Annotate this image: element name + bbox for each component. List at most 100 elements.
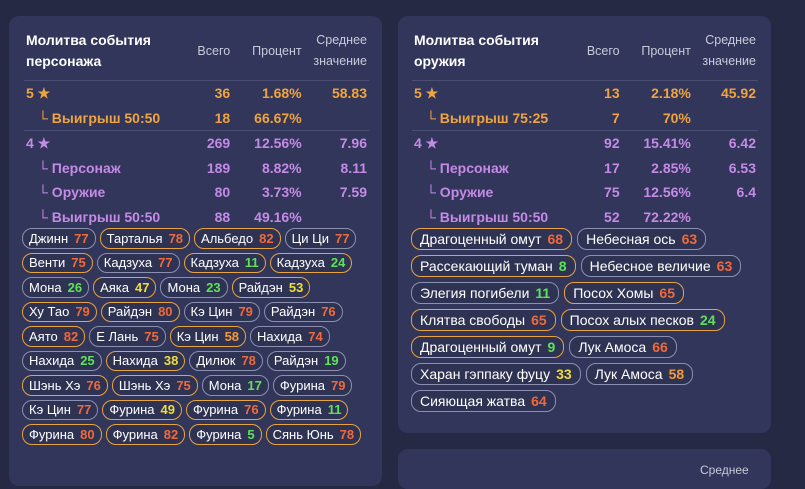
pull-chip[interactable]: Рассекающий туман 8 [411,255,576,277]
row-avg: 6.4 [736,184,756,201]
pull-chip[interactable]: Аято 82 [22,326,86,347]
pull-chip[interactable]: Нахида 25 [22,350,102,371]
pull-chip[interactable]: Фурина 11 [269,399,349,420]
card-title: Молитва события персонажа [24,30,180,81]
pull-chip[interactable]: Лук Амоса 58 [585,363,694,385]
pull-chip[interactable]: Харан гэппаку фуцу 33 [411,363,581,385]
pull-chip[interactable]: Мона 23 [160,277,228,298]
pull-chip-name: Ци Ци [291,230,329,246]
pull-chip[interactable]: Кадзуха 11 [183,252,266,273]
pull-chip-count: 5 [247,426,255,442]
pull-chip[interactable]: Кэ Цин 79 [183,301,260,322]
pull-chip[interactable]: Джинн 77 [22,228,96,249]
pull-chip-name: Нахида [29,353,75,369]
row-percent: 66.67% [254,109,302,126]
pull-chip[interactable]: Фурина 79 [272,375,353,396]
pull-chip[interactable]: Аяка 47 [93,277,157,298]
pull-chip[interactable]: Мона 17 [201,375,269,396]
weapon-stats-table: Молитва события оружия Всего Процент Сре… [412,30,758,229]
pull-chip[interactable]: Шэнь Хэ 75 [111,375,198,396]
pull-chip-name: Элегия погибели [420,285,530,301]
pull-chip-count: 74 [308,328,323,344]
pull-chip[interactable]: Нахида 38 [105,350,186,371]
character-pull-history: Джинн 77 Тарталья 78 Альбедо 82 Ци Ци 77 Венти 75… [22,228,377,445]
pull-chip[interactable]: Дилюк 78 [189,350,263,371]
pull-chip-count: 11 [535,285,551,301]
pull-chip[interactable]: Элегия погибели 11 [411,282,560,304]
pull-chip[interactable]: Фурина 76 [185,399,266,420]
pull-chip[interactable]: Драгоценный омут 68 [411,228,573,250]
pull-chip-count: 80 [80,426,95,442]
pull-chip[interactable]: Фурина 5 [189,424,262,445]
pull-chip[interactable]: Кадзуха 24 [269,252,353,273]
pull-chip-name: Рассекающий туман [420,258,553,274]
row-total: 80 [214,184,231,201]
pull-chip[interactable]: Фурина 80 [22,424,102,445]
row-avg [304,205,369,230]
pull-chip[interactable]: Ху Тао 79 [22,301,97,322]
pull-chip[interactable]: Нахида 74 [250,326,330,347]
weapon-pull-history: Драгоценный омут 68 Небесная ось 63 Рассекаю… [411,228,766,412]
row-percent: 2.85% [651,159,691,176]
character-stats-table: Молитва события персонажа Всего Процент … [24,30,369,229]
pull-chip-count: 65 [531,312,547,328]
pull-chip-name: Мона [167,279,201,295]
row-percent: 12.56% [232,130,304,156]
row-avg [693,106,758,131]
pull-chip-name: Кэ Цин [29,402,71,418]
pull-chip[interactable]: Фурина 82 [105,424,186,445]
pull-chip-name: Небесная ось [586,231,676,247]
stats-row: └ Выигрыш 50:50 88 49.16% [24,205,369,230]
stats-row: └ Персонаж 189 8.82% 8.11 [24,156,369,181]
row-total: 13 [604,85,620,102]
pull-chip-count: 76 [321,304,336,320]
pull-chip[interactable]: Мона 26 [22,277,90,298]
pull-chip[interactable]: Небесное величие 63 [580,255,742,277]
stats-row: 4 ★ 92 15.41% 6.42 [412,130,758,156]
card-title: Молитва события оружия [412,30,569,81]
pull-chip-count: 82 [63,328,79,344]
pull-chip[interactable]: Кадзуха 77 [96,252,180,273]
pull-chip[interactable]: Сянь Юнь 78 [265,424,362,445]
row-percent: 72.22% [643,208,691,225]
pull-chip[interactable]: Тарталья 78 [99,228,191,249]
pull-chip[interactable]: Лук Амоса 66 [569,336,677,358]
pull-chip-count: 65 [659,285,675,301]
pull-chip[interactable]: Райдэн 53 [231,277,311,298]
pull-chip-name: Райдэн [238,279,283,295]
pull-chip[interactable]: Райдэн 19 [266,350,346,371]
row-total: 269 [179,130,233,156]
pull-chip[interactable]: Альбедо 82 [194,228,281,249]
pull-chip-count: 17 [247,377,262,393]
pull-chip-count: 11 [244,255,259,271]
pull-chip[interactable]: Ци Ци 77 [284,228,357,249]
pull-chip[interactable]: Кэ Цин 77 [22,399,99,420]
pull-chip[interactable]: Сияющая жатва 64 [411,390,556,412]
pull-chip-name: Шэнь Хэ [118,377,171,393]
row-avg: 6.42 [692,130,758,156]
pull-chip[interactable]: Фурина 49 [102,399,182,420]
pull-chip[interactable]: Шэнь Хэ 76 [22,375,108,396]
pull-chip[interactable]: Клятва свободы 65 [411,309,556,331]
pull-chip[interactable]: Е Лань 75 [89,326,166,347]
pull-chip-name: Клятва свободы [420,312,526,328]
pull-chip[interactable]: Посох Хомы 65 [564,282,684,304]
pull-chip[interactable]: Райдэн 76 [263,301,343,322]
row-percent: 1.68% [261,85,302,102]
pull-chip-name: Лук Амоса [594,366,663,382]
row-percent: 8.82% [261,159,302,176]
pull-chip[interactable]: Посох алых песков 24 [560,309,725,331]
pull-chip[interactable]: Райдэн 80 [100,301,180,322]
character-event-wish-card: Молитва события персонажа Всего Процент … [9,16,382,486]
row-avg: 7.96 [303,130,369,156]
pull-chip[interactable]: Венти 75 [22,252,93,273]
pull-chip-name: Небесное величие [589,258,711,274]
pull-chip[interactable]: Небесная ось 63 [577,228,707,250]
pull-chip-count: 68 [547,231,564,247]
pull-chip-name: Харан гэппаку фуцу [420,366,551,382]
col-percent: Процент [232,30,304,81]
pull-chip[interactable]: Кэ Цин 58 [169,326,247,347]
pull-chip-count: 77 [158,255,173,271]
pull-chip-name: Фурина [279,377,326,393]
pull-chip[interactable]: Драгоценный омут 9 [411,336,565,358]
